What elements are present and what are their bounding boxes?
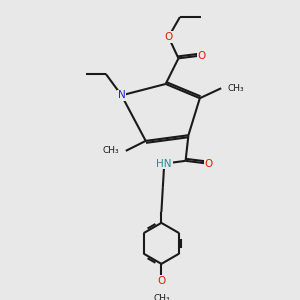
- Text: O: O: [197, 50, 206, 61]
- Text: O: O: [204, 159, 212, 169]
- Text: CH₃: CH₃: [153, 293, 170, 300]
- Text: N: N: [118, 90, 125, 100]
- Text: HN: HN: [157, 159, 172, 169]
- Text: O: O: [164, 32, 172, 42]
- Text: CH₃: CH₃: [103, 146, 119, 155]
- Text: CH₃: CH₃: [227, 84, 244, 93]
- Text: O: O: [157, 276, 166, 286]
